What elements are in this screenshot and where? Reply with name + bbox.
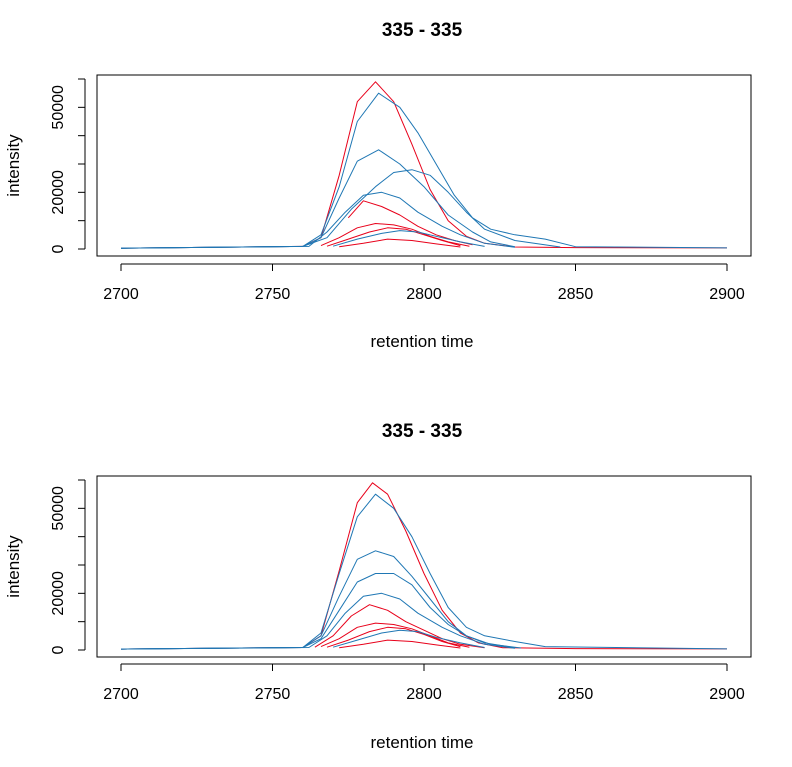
y-tick-label: 50000 (50, 486, 67, 531)
x-tick-label: 2800 (406, 286, 442, 303)
trace-line-8 (326, 626, 461, 648)
trace-line-2 (120, 493, 728, 650)
y-axis-title: intensity (4, 535, 23, 598)
plot-frame (96, 475, 752, 658)
x-axis-title: retention time (371, 332, 474, 351)
x-tick-label: 2750 (255, 286, 291, 303)
trace-line-5 (120, 592, 515, 650)
trace-line-1 (120, 482, 728, 650)
x-tick-label: 2850 (558, 686, 594, 703)
x-tick-label: 2900 (709, 686, 745, 703)
trace-line-9 (332, 230, 485, 247)
trace-line-3 (120, 149, 515, 249)
x-tick-label: 2850 (558, 286, 594, 303)
traces (120, 81, 728, 249)
trace-line-5 (120, 191, 515, 249)
x-tick-label: 2750 (255, 686, 291, 703)
trace-line-10 (339, 639, 461, 649)
trace-line-10 (339, 238, 461, 248)
y-tick-label: 20000 (50, 571, 67, 616)
x-tick-label: 2700 (103, 686, 139, 703)
trace-line-4 (120, 573, 522, 650)
trace-line-9 (332, 629, 485, 648)
y-tick-label: 0 (50, 645, 67, 654)
y-tick-label: 50000 (50, 85, 67, 130)
chart-panel-1: 335 - 335 2700 2750 2800 2850 2900 0 20000 50000… (4, 20, 752, 351)
chart-title: 335 - 335 (382, 20, 463, 41)
trace-line-1 (120, 81, 728, 249)
trace-line-2 (120, 92, 728, 249)
plot-frame (96, 74, 752, 257)
trace-line-4 (120, 169, 561, 249)
trace-line-3 (120, 550, 515, 650)
x-tick-label: 2900 (709, 286, 745, 303)
x-axis-title: retention time (371, 733, 474, 752)
trace-line-6 (314, 604, 485, 649)
x-tick-label: 2700 (103, 286, 139, 303)
y-axis-title: intensity (4, 134, 23, 197)
y-tick-label: 0 (50, 244, 67, 253)
chart-title: 335 - 335 (382, 421, 463, 442)
trace-line-6 (347, 200, 473, 246)
x-tick-label: 2800 (406, 686, 442, 703)
chart-panel-2: 335 - 335 2700 2750 2800 2850 2900 0 20000 50000… (4, 421, 752, 752)
y-tick-label: 20000 (50, 170, 67, 215)
traces (120, 482, 728, 650)
trace-line-7 (320, 622, 470, 648)
trace-line-8 (326, 227, 461, 247)
